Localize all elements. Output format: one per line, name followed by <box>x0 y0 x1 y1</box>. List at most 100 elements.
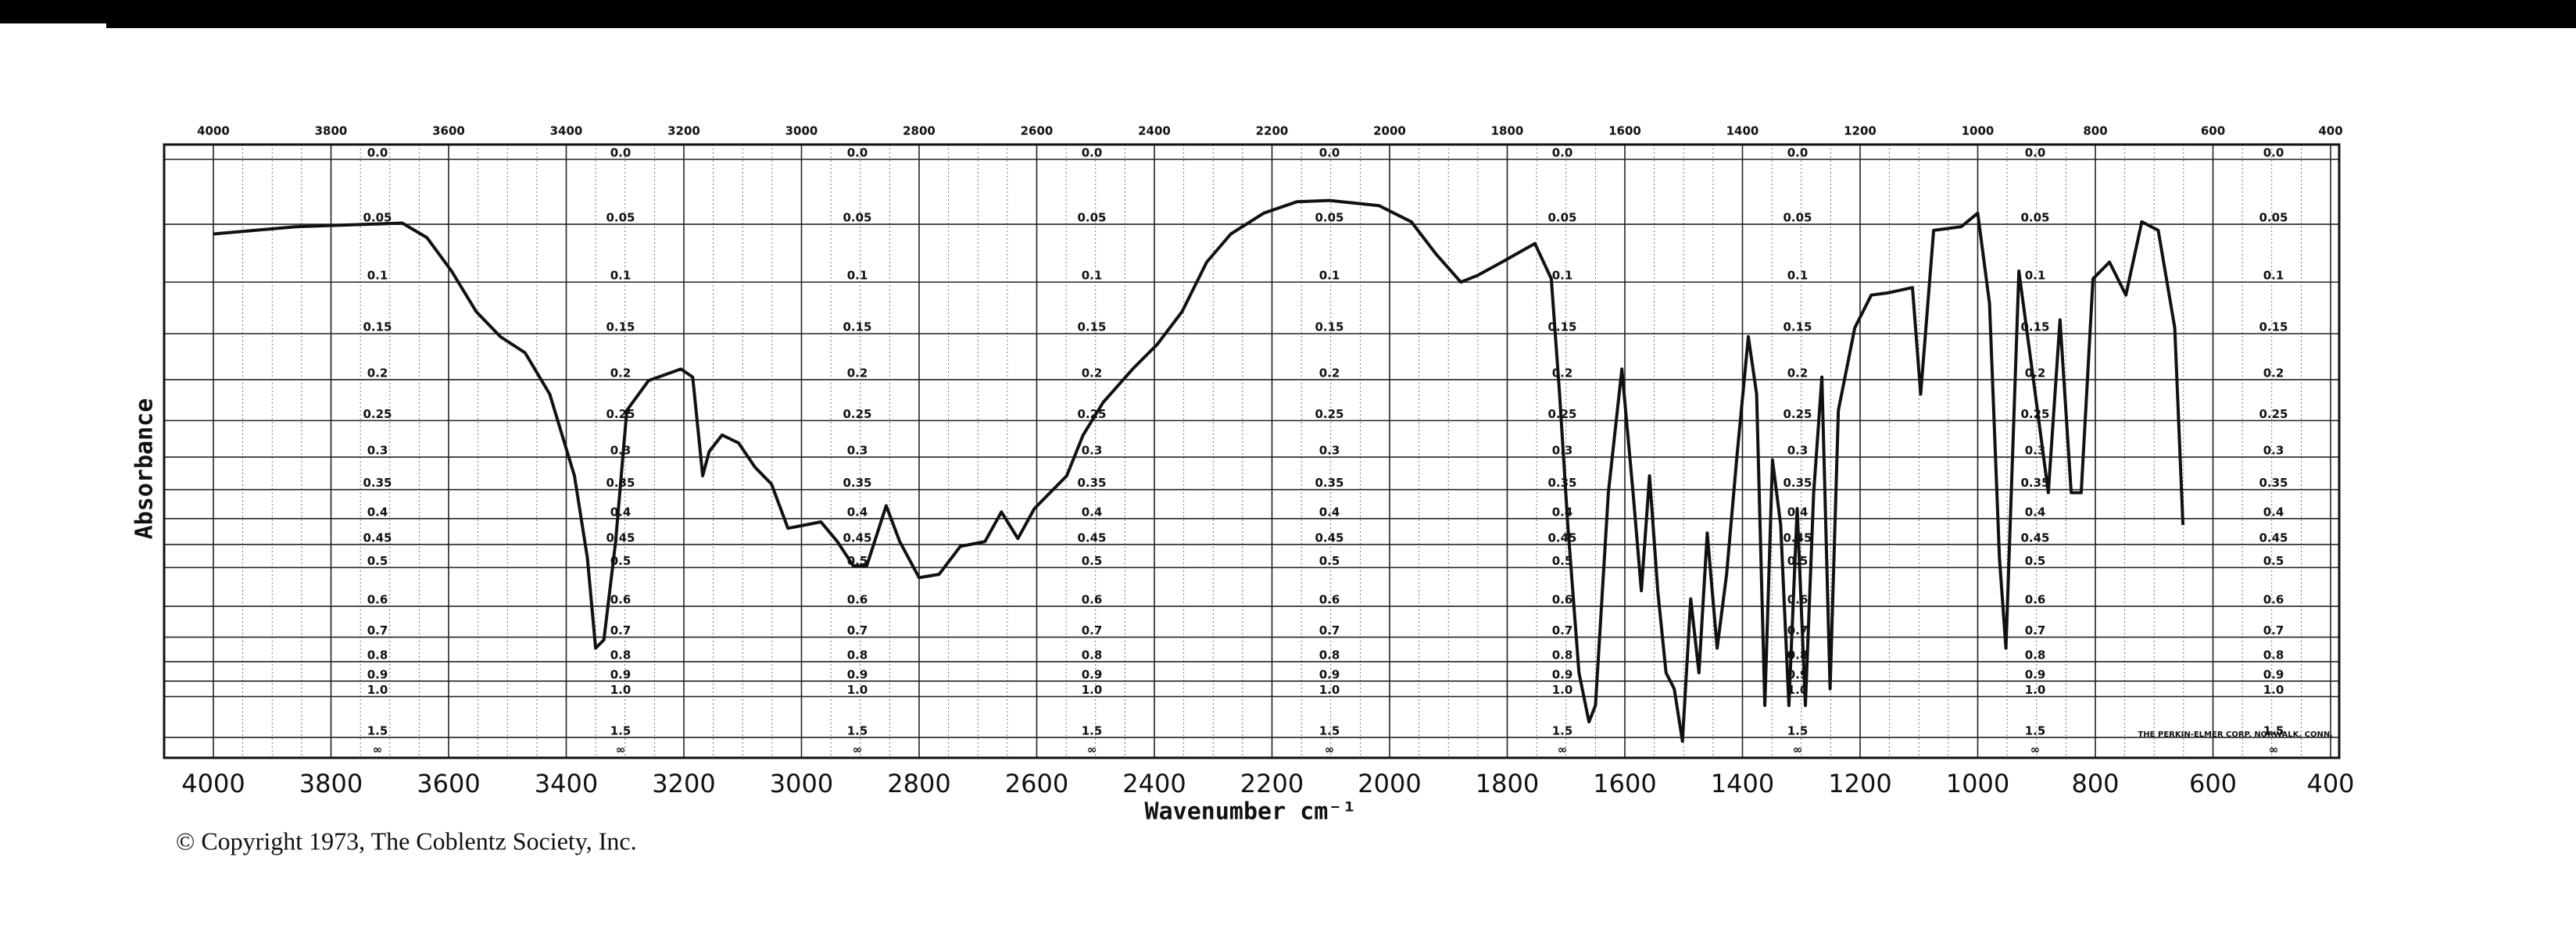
y-tick-label: 0.0 <box>2263 146 2284 160</box>
y-tick-label: 0.15 <box>843 320 871 334</box>
y-tick-label: 0.7 <box>1319 623 1340 638</box>
y-tick-label: 1.0 <box>610 683 631 697</box>
y-tick-label: 1.5 <box>1319 723 1340 738</box>
y-tick-label: 0.3 <box>1082 444 1103 458</box>
y-tick-label: 0.35 <box>1783 476 1812 490</box>
y-tick-label: 0.2 <box>367 366 388 380</box>
y-tick-label: 0.45 <box>2259 530 2288 545</box>
y-tick-label: 0.7 <box>1082 623 1103 638</box>
y-tick-label: ∞ <box>1793 743 1803 757</box>
y-tick-label: ∞ <box>1325 743 1335 757</box>
y-tick-label: 0.25 <box>2020 407 2049 421</box>
x-tick-label-top: 1400 <box>1726 124 1759 138</box>
x-tick-label-top: 400 <box>2318 124 2342 138</box>
y-tick-label: 0.05 <box>843 211 871 225</box>
x-tick-label-top: 1200 <box>1844 124 1877 138</box>
y-tick-label: 0.6 <box>610 593 631 607</box>
y-tick-label: 0.3 <box>1319 444 1340 458</box>
y-tick-label: 0.3 <box>847 444 868 458</box>
y-tick-label: ∞ <box>1558 743 1568 757</box>
y-tick-label: 0.4 <box>847 505 868 519</box>
y-tick-label: 0.6 <box>2263 593 2284 607</box>
x-tick-label: 2000 <box>1358 769 1421 798</box>
y-tick-label: 1.5 <box>367 723 388 738</box>
scan-border <box>106 22 2576 28</box>
y-tick-label: 0.25 <box>843 407 871 421</box>
y-tick-label: 0.5 <box>1319 554 1340 568</box>
y-tick-label: 0.5 <box>1082 554 1103 568</box>
y-tick-label: 0.6 <box>1319 593 1340 607</box>
y-tick-label: 1.0 <box>1552 683 1573 697</box>
y-tick-label: 0.5 <box>367 554 388 568</box>
y-tick-label: ∞ <box>1087 743 1097 757</box>
y-tick-label: 0.6 <box>1552 593 1573 607</box>
x-tick-label-top: 1600 <box>1608 124 1641 138</box>
x-tick-label-top: 800 <box>2083 124 2107 138</box>
y-tick-label: 0.35 <box>1547 476 1576 490</box>
y-tick-label: 0.25 <box>363 407 392 421</box>
y-tick-label: 0.15 <box>1315 320 1343 334</box>
y-tick-label: 0.8 <box>2025 648 2046 662</box>
y-tick-label: 0.35 <box>843 476 871 490</box>
y-tick-label: 1.5 <box>1787 723 1809 738</box>
y-tick-label: 0.3 <box>1787 444 1809 458</box>
y-tick-label: 1.0 <box>1082 683 1103 697</box>
y-tick-label: 0.1 <box>847 269 868 283</box>
y-tick-label: 1.0 <box>1319 683 1340 697</box>
y-tick-label: 0.3 <box>2025 444 2046 458</box>
x-tick-label-top: 4000 <box>197 124 230 138</box>
y-tick-label: 0.35 <box>2020 476 2049 490</box>
y-tick-label: 0.8 <box>2263 648 2284 662</box>
y-tick-label: ∞ <box>2269 743 2279 757</box>
y-tick-label: 0.9 <box>2025 667 2046 681</box>
y-tick-label: 0.35 <box>1077 476 1106 490</box>
y-tick-label: 0.45 <box>1547 530 1576 545</box>
y-tick-label: 0.9 <box>2263 667 2284 681</box>
y-tick-label: 0.9 <box>610 667 631 681</box>
y-tick-label: 0.05 <box>1547 211 1576 225</box>
y-tick-label: 0.4 <box>1552 505 1573 519</box>
y-tick-label: 0.1 <box>2263 269 2284 283</box>
x-tick-label-top: 3400 <box>550 124 583 138</box>
x-tick-label: 1600 <box>1593 769 1656 798</box>
y-tick-label: 0.4 <box>1082 505 1103 519</box>
y-tick-label: 0.0 <box>610 146 631 160</box>
y-tick-label: 0.9 <box>1552 667 1573 681</box>
y-tick-label: 0.45 <box>606 530 635 545</box>
x-tick-label: 2800 <box>887 769 950 798</box>
x-tick-label-top: 1000 <box>1962 124 1995 138</box>
y-tick-label: 0.15 <box>2259 320 2288 334</box>
y-tick-label: 0.15 <box>1077 320 1106 334</box>
y-tick-label: 0.1 <box>2025 269 2046 283</box>
y-tick-label: 0.4 <box>367 505 388 519</box>
scan-border <box>0 0 2576 23</box>
y-tick-label: 0.8 <box>1082 648 1103 662</box>
y-tick-label: 0.0 <box>1787 146 1809 160</box>
x-tick-label: 2400 <box>1122 769 1186 798</box>
y-tick-label: 0.2 <box>1552 366 1573 380</box>
y-tick-label: 0.0 <box>1319 146 1340 160</box>
y-tick-label: 0.4 <box>2263 505 2284 519</box>
y-tick-label: 1.0 <box>2025 683 2046 697</box>
y-tick-label: 0.3 <box>367 444 388 458</box>
y-tick-label: 0.45 <box>2020 530 2049 545</box>
x-tick-label: 1000 <box>1946 769 2009 798</box>
y-tick-label: 0.2 <box>1787 366 1809 380</box>
y-tick-label: 0.6 <box>847 593 868 607</box>
x-tick-label: 4000 <box>181 769 245 798</box>
x-tick-label-top: 3800 <box>315 124 348 138</box>
spectrum-line <box>213 198 2185 743</box>
y-tick-label: 0.1 <box>1082 269 1103 283</box>
y-tick-label: 0.2 <box>1082 366 1103 380</box>
y-tick-label: 0.7 <box>1552 623 1573 638</box>
x-tick-label: 800 <box>2071 769 2119 798</box>
y-tick-label: 0.9 <box>847 667 868 681</box>
grid <box>164 145 2339 758</box>
y-tick-label: 0.7 <box>847 623 868 638</box>
x-tick-label-top: 3000 <box>785 124 818 138</box>
y-tick-label: 0.1 <box>1319 269 1340 283</box>
x-tick-label-top: 3600 <box>432 124 465 138</box>
y-tick-label: 0.0 <box>2025 146 2046 160</box>
y-tick-label: 0.6 <box>1787 593 1809 607</box>
y-tick-label: 0.05 <box>2020 211 2049 225</box>
